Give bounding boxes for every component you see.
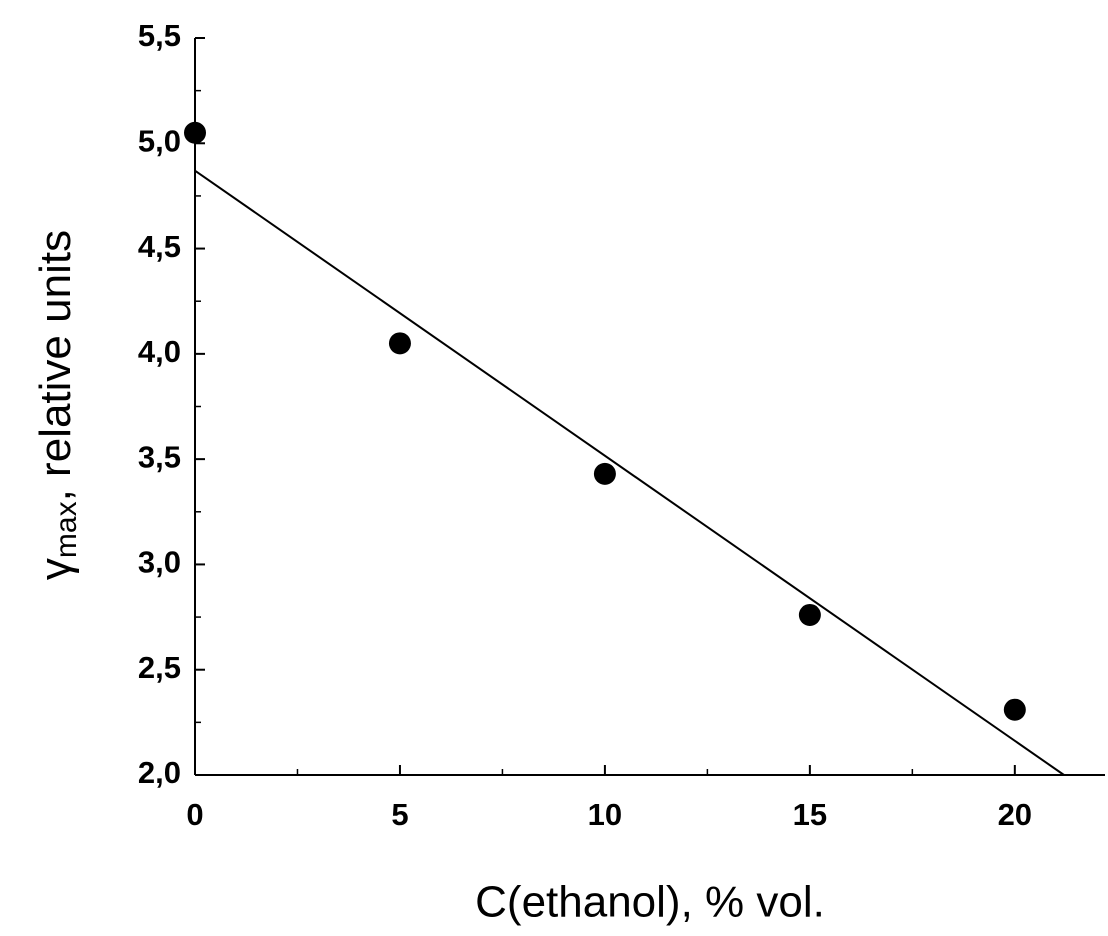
- y-tick-label: 5,0: [138, 123, 181, 158]
- x-axis-title: C(ethanol), % vol.: [475, 878, 825, 927]
- y-tick-label: 3,5: [138, 439, 181, 474]
- x-tick-label: 0: [186, 797, 203, 832]
- x-tick-label: 5: [391, 797, 408, 832]
- y-tick-label: 2,5: [138, 650, 181, 685]
- data-point: [184, 121, 206, 144]
- fit-line: [194, 169, 1065, 776]
- y-axis-title: γmax, relative units: [31, 230, 83, 580]
- y-axis-subscript: max: [50, 501, 83, 558]
- y-tick-label: 2,0: [138, 755, 181, 790]
- y-tick-label: 5,5: [138, 18, 181, 53]
- y-tick-label: 3,0: [138, 545, 181, 580]
- data-point: [798, 603, 821, 626]
- y-tick-label: 4,0: [138, 334, 181, 369]
- y-axis-text: , relative units: [31, 230, 80, 501]
- x-tick-label: 15: [793, 797, 827, 832]
- data-point: [1003, 698, 1026, 721]
- x-tick-label: 20: [998, 797, 1032, 832]
- x-tick-label: 10: [588, 797, 622, 832]
- data-point: [388, 332, 411, 355]
- data-point: [593, 462, 616, 485]
- y-tick-label: 4,5: [138, 229, 181, 264]
- y-axis-symbol: γ: [31, 558, 80, 580]
